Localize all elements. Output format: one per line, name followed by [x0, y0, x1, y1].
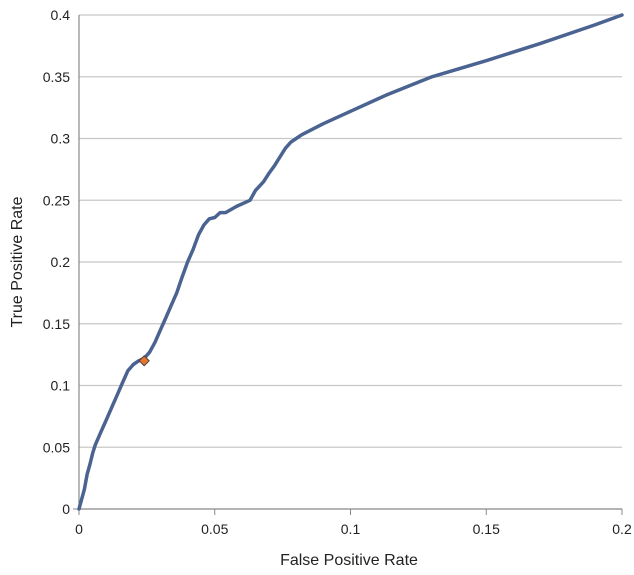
y-tick-label: 0.25 [43, 192, 70, 208]
x-axis-title: False Positive Rate [280, 552, 418, 569]
x-tick-label: 0.05 [201, 521, 228, 537]
y-tick-label: 0.15 [43, 316, 70, 332]
x-tick-label: 0.1 [341, 521, 361, 537]
y-tick-label: 0.4 [51, 7, 71, 23]
series-layer [77, 13, 624, 511]
tick-layer: 0 0.05 0.1 0.15 0.2 0.25 0.3 0.35 0.4 0 0.05 0.1 0.1… [43, 7, 632, 537]
y-tick-label: 0.05 [43, 439, 70, 455]
axis-layer [73, 15, 623, 515]
y-tick-label: 0 [62, 501, 70, 517]
y-tick-label: 0.1 [51, 378, 71, 394]
operating-point-marker [138, 355, 150, 367]
grid-layer [79, 14, 622, 448]
x-tick-label: 0.2 [612, 521, 632, 537]
roc-curve-line [77, 13, 624, 511]
marker-layer [138, 355, 150, 367]
x-tick-label: 0.15 [473, 521, 500, 537]
y-tick-label: 0.3 [51, 131, 71, 147]
y-tick-label: 0.2 [51, 254, 71, 270]
x-tick-label: 0 [75, 521, 83, 537]
y-tick-label: 0.35 [43, 69, 70, 85]
y-axis-title: True Positive Rate [9, 196, 26, 327]
